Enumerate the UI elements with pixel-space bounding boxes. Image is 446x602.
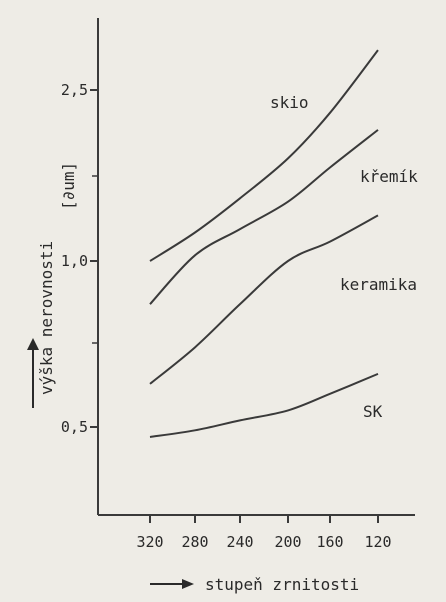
x-axis-arrow-head — [182, 579, 194, 589]
x-axis-title-text: stupeň zrnitosti — [205, 575, 359, 594]
x-tick-label: 200 — [274, 533, 301, 551]
series-line-3 — [149, 372, 379, 438]
x-axis-title: stupeň zrnitosti — [150, 575, 359, 594]
series-lines — [149, 49, 379, 438]
x-tick-label: 160 — [316, 533, 343, 551]
axes — [97, 18, 415, 516]
x-tick-label: 240 — [226, 533, 253, 551]
x-tick-label: 320 — [136, 533, 163, 551]
y-tick-label: 1,0 — [61, 252, 88, 270]
y-axis-title: výška nerovnosti [∂um] — [27, 162, 78, 408]
series-label-3: SK — [363, 402, 383, 421]
y-axis-title-text: výška nerovnosti — [37, 241, 56, 395]
y-axis-arrow-head — [27, 338, 39, 350]
y-ticks: 0,5 1,0 2,5 — [61, 81, 98, 436]
series-labels: skio křemík keramika SK — [270, 93, 418, 421]
x-tick-label: 120 — [364, 533, 391, 551]
x-ticks: 320 280 240 200 160 120 — [136, 515, 392, 551]
series-label-0: skio — [270, 93, 309, 112]
y-axis-unit: [∂um] — [59, 162, 78, 210]
x-tick-label: 280 — [181, 533, 208, 551]
series-line-0 — [149, 49, 379, 262]
y-tick-label: 2,5 — [61, 81, 88, 99]
series-line-1 — [149, 129, 379, 305]
series-label-2: keramika — [340, 275, 417, 294]
y-tick-label: 0,5 — [61, 418, 88, 436]
series-label-1: křemík — [360, 167, 418, 186]
series-line-2 — [149, 214, 379, 385]
